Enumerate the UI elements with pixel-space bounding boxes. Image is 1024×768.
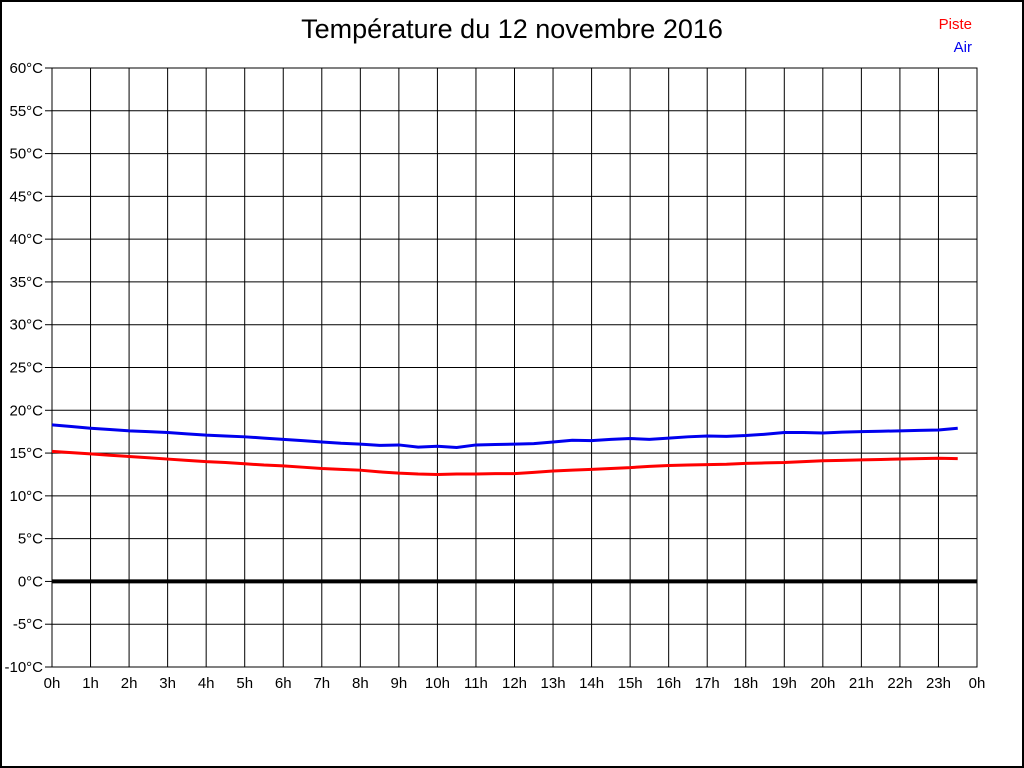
x-tick-label: 8h xyxy=(352,675,369,692)
x-tick-label: 20h xyxy=(810,675,835,692)
plot-border xyxy=(51,67,978,668)
x-tick-label: 12h xyxy=(502,675,527,692)
x-tick-label: 0h xyxy=(969,675,986,692)
chart-title: Température du 12 novembre 2016 xyxy=(301,14,723,44)
x-tick-label: 5h xyxy=(236,675,253,692)
x-tick-label: 13h xyxy=(541,675,566,692)
x-tick-label: 1h xyxy=(82,675,99,692)
y-tick-label: 0°C xyxy=(18,573,43,590)
x-tick-label: 10h xyxy=(425,675,450,692)
y-tick-label: 5°C xyxy=(18,531,43,548)
y-tick-label: 30°C xyxy=(9,317,43,334)
y-tick-label: 60°C xyxy=(9,60,43,77)
x-tick-label: 3h xyxy=(159,675,176,692)
y-tick-label: 35°C xyxy=(9,274,43,291)
x-tick-label: 22h xyxy=(887,675,912,692)
x-tick-label: 18h xyxy=(733,675,758,692)
x-tick-label: 7h xyxy=(313,675,330,692)
legend-item-piste: Piste xyxy=(938,16,972,33)
y-tick-label: 20°C xyxy=(9,402,43,419)
piste-line xyxy=(51,449,958,476)
y-tick-label: 25°C xyxy=(9,360,43,377)
x-tick-label: 9h xyxy=(391,675,408,692)
y-tick-label: 10°C xyxy=(9,488,43,505)
legend: Piste Air xyxy=(939,13,972,59)
x-tick-label: 21h xyxy=(849,675,874,692)
legend-item-air: Air xyxy=(953,39,972,56)
y-tick-label: 40°C xyxy=(9,231,43,248)
x-tick-label: 6h xyxy=(275,675,292,692)
y-tick-label: -5°C xyxy=(13,616,43,633)
y-tick-label: 50°C xyxy=(9,146,43,163)
x-tick-label: 15h xyxy=(618,675,643,692)
x-tick-label: 0h xyxy=(44,675,61,692)
x-tick-label: 14h xyxy=(579,675,604,692)
y-tick-label: 15°C xyxy=(9,445,43,462)
x-tick-label: 19h xyxy=(772,675,797,692)
x-tick-label: 17h xyxy=(695,675,720,692)
x-tick-label: 23h xyxy=(926,675,951,692)
y-tick-label: 55°C xyxy=(9,103,43,120)
x-tick-label: 16h xyxy=(656,675,681,692)
y-tick-label: 45°C xyxy=(9,188,43,205)
x-tick-label: 11h xyxy=(464,675,488,692)
y-tick-label: -10°C xyxy=(4,659,43,676)
x-tick-label: 2h xyxy=(121,675,138,692)
x-tick-label: 4h xyxy=(198,675,215,692)
air-line xyxy=(51,423,958,450)
